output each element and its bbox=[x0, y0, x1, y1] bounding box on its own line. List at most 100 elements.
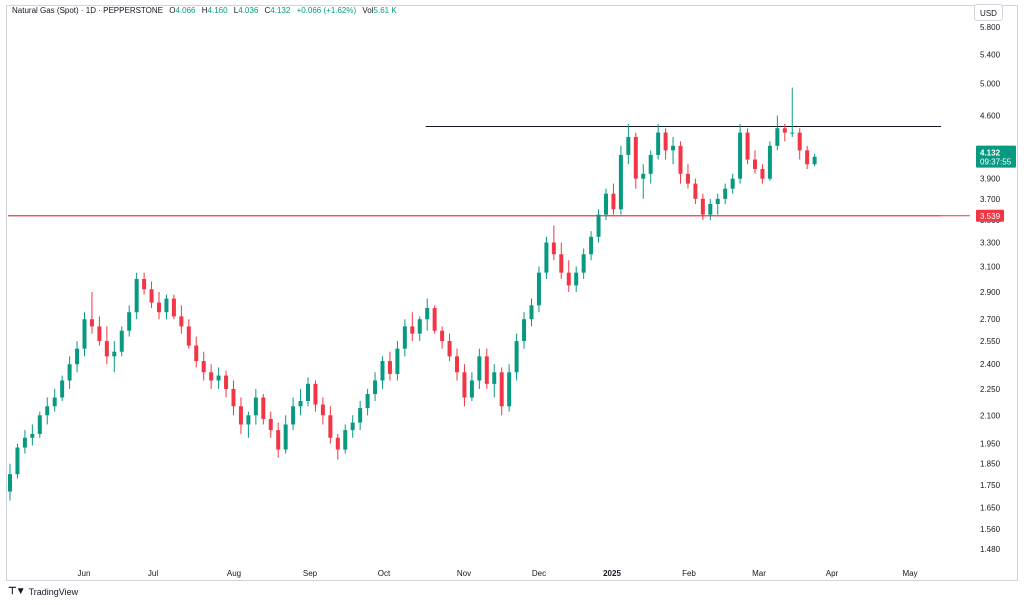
candle-body bbox=[648, 154, 653, 174]
candle-body bbox=[447, 341, 452, 357]
candle-body bbox=[112, 351, 117, 357]
y-tick-label: 1.750 bbox=[980, 481, 1001, 490]
y-tick-label: 4.600 bbox=[980, 112, 1001, 121]
candle-body bbox=[410, 326, 415, 334]
candle-body bbox=[209, 372, 214, 381]
candle-body bbox=[194, 345, 199, 362]
close-label: C bbox=[264, 6, 271, 15]
candle-body bbox=[365, 394, 370, 409]
candle-body bbox=[45, 406, 50, 416]
candle-body bbox=[89, 319, 94, 327]
symbol-title[interactable]: Natural Gas (Spot) · 1D · PEPPERSTONE bbox=[12, 6, 164, 15]
candle-body bbox=[723, 188, 728, 199]
candle-body bbox=[559, 254, 564, 273]
candle-body bbox=[380, 361, 385, 381]
candle-body bbox=[246, 415, 251, 425]
candle-body bbox=[551, 242, 556, 255]
candle-body bbox=[656, 132, 661, 155]
candle-body bbox=[574, 272, 579, 286]
candle-body bbox=[30, 433, 35, 438]
currency-button[interactable]: USD bbox=[974, 4, 1003, 21]
candle-body bbox=[358, 408, 363, 423]
candle-body bbox=[529, 305, 534, 320]
candle-body bbox=[164, 298, 169, 313]
low-label: L bbox=[233, 6, 239, 15]
candle-body bbox=[37, 415, 42, 434]
candle-body bbox=[216, 375, 221, 381]
x-tick-label: Oct bbox=[378, 569, 391, 578]
candle-body bbox=[82, 319, 87, 349]
candle-body bbox=[67, 364, 72, 381]
candle-body bbox=[745, 132, 750, 160]
y-tick-label: 3.900 bbox=[980, 175, 1001, 184]
candle-body bbox=[22, 437, 27, 448]
candle-body bbox=[663, 132, 668, 151]
y-tick-label: 2.550 bbox=[980, 337, 1001, 346]
y-tick-label: 5.800 bbox=[980, 23, 1001, 32]
brand-name: TradingView bbox=[28, 586, 79, 597]
candle-body bbox=[283, 424, 288, 450]
close-value: 4.132 bbox=[270, 6, 291, 15]
candle-body bbox=[626, 136, 631, 155]
candle-body bbox=[477, 356, 482, 381]
candle-body bbox=[484, 356, 489, 384]
candle-body bbox=[179, 316, 184, 327]
candle-body bbox=[52, 397, 57, 407]
candle-body bbox=[730, 178, 735, 189]
candle-body bbox=[119, 330, 124, 352]
high-label: H bbox=[201, 6, 208, 15]
open-value: 4.066 bbox=[175, 6, 196, 15]
candle-body bbox=[455, 356, 459, 373]
candle-body bbox=[611, 193, 616, 210]
candle-body bbox=[693, 183, 698, 199]
x-tick-label: Jun bbox=[78, 569, 91, 578]
candle-body bbox=[738, 132, 743, 179]
candle-body bbox=[678, 145, 683, 174]
footer-brand[interactable]: ⊤▼ TradingView bbox=[8, 586, 78, 597]
candle-body bbox=[432, 308, 437, 331]
candle-body bbox=[134, 278, 139, 313]
candle-body bbox=[328, 415, 333, 438]
candle-body bbox=[767, 145, 772, 179]
x-tick-label: Apr bbox=[826, 569, 839, 578]
x-tick-label: Mar bbox=[752, 569, 766, 578]
candle-body bbox=[97, 326, 102, 342]
candle-body bbox=[797, 132, 802, 151]
candle-body bbox=[149, 289, 154, 303]
candle-body bbox=[186, 326, 191, 346]
candle-body bbox=[231, 388, 236, 407]
candle-body bbox=[641, 173, 646, 179]
open-label: O bbox=[169, 6, 176, 15]
candle-body bbox=[812, 156, 817, 165]
candle-body bbox=[373, 380, 378, 395]
level-price-value: 3.539 bbox=[980, 212, 1001, 221]
y-tick-label: 3.300 bbox=[980, 239, 1001, 248]
candle-body bbox=[15, 447, 20, 475]
y-tick-label: 1.950 bbox=[980, 440, 1001, 449]
y-tick-label: 2.100 bbox=[980, 411, 1001, 420]
candle-body bbox=[417, 319, 422, 334]
candle-body bbox=[298, 400, 303, 407]
last-price-value: 4.132 bbox=[980, 149, 1001, 158]
y-tick-label: 1.560 bbox=[980, 525, 1001, 534]
candle-body bbox=[395, 348, 400, 374]
candle-body bbox=[127, 312, 132, 331]
candle-body bbox=[350, 422, 355, 431]
candle-body bbox=[238, 406, 243, 425]
candle-body bbox=[790, 132, 795, 134]
candle-body bbox=[8, 474, 12, 492]
high-value: 4.160 bbox=[207, 6, 228, 15]
y-tick-label: 5.400 bbox=[980, 50, 1001, 59]
y-tick-label: 2.250 bbox=[980, 385, 1001, 394]
candle-body bbox=[253, 397, 258, 416]
symbol-legend: Natural Gas (Spot) · 1D · PEPPERSTONE O4… bbox=[12, 6, 397, 15]
candle-body bbox=[753, 159, 757, 170]
y-tick-label: 2.700 bbox=[980, 315, 1001, 324]
countdown-timer: 09:37:55 bbox=[980, 158, 1012, 167]
candle-body bbox=[335, 437, 340, 450]
candle-body bbox=[805, 150, 810, 165]
candle-body bbox=[224, 375, 229, 389]
candle-body bbox=[596, 214, 601, 237]
chart-frame bbox=[6, 5, 1018, 581]
